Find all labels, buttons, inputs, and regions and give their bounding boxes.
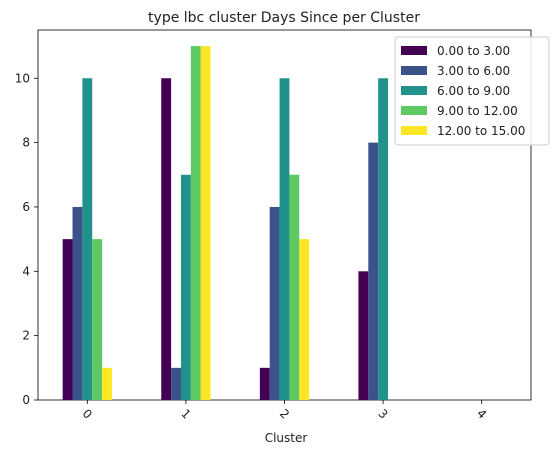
- legend-label: 12.00 to 15.00: [437, 124, 525, 138]
- bar: [378, 78, 389, 400]
- y-tick-label: 8: [22, 136, 30, 150]
- x-tick-label: 1: [178, 406, 193, 421]
- bar: [269, 206, 280, 400]
- y-tick-label: 2: [22, 329, 30, 343]
- x-tick-label: 2: [277, 406, 292, 421]
- bar: [190, 46, 201, 401]
- legend-swatch: [401, 46, 427, 55]
- bar: [62, 239, 73, 400]
- bar: [72, 206, 83, 400]
- bar: [92, 239, 103, 400]
- bar: [171, 367, 181, 400]
- legend: 0.00 to 3.00 3.00 to 6.00 6.00 to 9.00 9.00…: [394, 36, 550, 146]
- y-tick-label: 4: [22, 264, 30, 278]
- bar: [299, 239, 310, 400]
- bar: [161, 78, 172, 400]
- bar: [368, 142, 379, 401]
- bar: [259, 367, 270, 400]
- legend-label: 3.00 to 6.00: [437, 64, 510, 78]
- legend-box: [394, 36, 550, 146]
- legend-swatch: [401, 66, 427, 75]
- bar: [102, 367, 112, 400]
- x-tick-label: 0: [80, 406, 95, 421]
- bar: [289, 174, 300, 400]
- x-axis-title: Cluster: [265, 431, 308, 445]
- x-tick-label: 4: [474, 406, 489, 421]
- y-tick-label: 10: [15, 71, 30, 85]
- legend-swatch: [401, 86, 427, 95]
- bar: [200, 46, 211, 401]
- x-tick-label: 3: [375, 406, 390, 421]
- legend-label: 0.00 to 3.00: [437, 44, 510, 58]
- legend-label: 6.00 to 9.00: [437, 84, 510, 98]
- bar: [82, 78, 93, 400]
- bar: [180, 174, 191, 400]
- chart-title: type lbc cluster Days Since per Cluster: [148, 10, 420, 26]
- legend-label: 9.00 to 12.00: [437, 104, 518, 118]
- bar: [279, 78, 290, 400]
- legend-swatch: [401, 126, 427, 135]
- y-tick-label: 6: [22, 200, 30, 214]
- bar: [358, 271, 369, 400]
- y-tick-label: 0: [22, 393, 30, 407]
- legend-swatch: [401, 106, 427, 115]
